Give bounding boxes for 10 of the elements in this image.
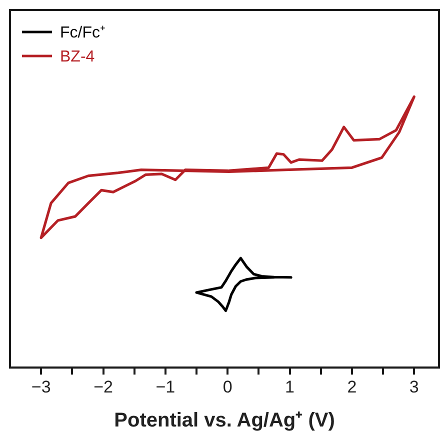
x-axis-title: Potential vs. Ag/Ag⁺ (V) (114, 410, 335, 432)
legend-label: BZ-4 (60, 48, 95, 66)
legend-label: Fc/Fc⁺ (60, 24, 105, 42)
x-tick-label: 2 (347, 377, 357, 396)
x-tick-label: 3 (409, 377, 419, 396)
x-tick-label: −1 (156, 377, 176, 396)
x-tick-label: −2 (94, 377, 113, 396)
x-tick-label: 0 (222, 377, 232, 396)
x-tick-label: −3 (31, 377, 51, 396)
x-tick-label: 1 (285, 377, 295, 396)
